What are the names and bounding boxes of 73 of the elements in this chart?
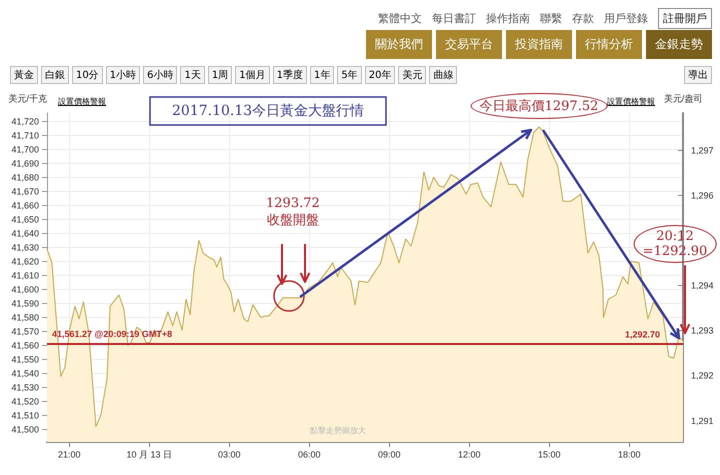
y-tick-label: 41,550 (11, 354, 39, 364)
x-tick-label: 21:00 (58, 450, 80, 460)
y-tick-label: 41,520 (11, 396, 39, 406)
y-tick-label: 41,620 (11, 256, 39, 266)
text: 行情分析 (576, 30, 642, 59)
y2-tick-label: 1,294 (691, 280, 714, 291)
y-tick-label: 41,600 (11, 284, 39, 294)
text: 操作指南 (486, 11, 530, 26)
text: 6小時 (143, 66, 178, 84)
y-tick-label: 41,510 (11, 410, 39, 420)
y-tick-label: 41,530 (11, 382, 39, 392)
text: 聯繫 (540, 11, 562, 26)
annotation: 點擊走勢圖放大 (310, 425, 366, 436)
text: 設置價格警報 (58, 96, 106, 107)
y-tick-label: 41,650 (11, 214, 39, 224)
text: 註冊開戶 (658, 8, 712, 29)
x-tick-label: 18:00 (618, 450, 640, 460)
text: 用戶登錄 (604, 11, 648, 26)
text: 導出 (684, 66, 712, 84)
x-tick-label: 09:00 (378, 450, 400, 460)
y-tick-label: 41,720 (11, 116, 39, 126)
text: 投資指南 (506, 30, 572, 59)
y-tick-label: 41,690 (11, 158, 39, 168)
y2-tick-label: 1,296 (691, 190, 714, 200)
text: 1天 (180, 66, 205, 84)
y-tick-label: 41,680 (11, 172, 39, 182)
text: 交易平台 (436, 30, 502, 59)
text: 美元 (398, 66, 426, 84)
y-tick-label: 41,540 (11, 368, 39, 378)
ref-line-label: 1,292.70 (624, 330, 660, 340)
y-tick-label: 41,610 (11, 270, 39, 280)
y2-axis-title: 美元/盎司 (664, 94, 702, 104)
text: 關於我們 (366, 30, 432, 59)
y2-tick-label: 1,291 (691, 416, 714, 426)
x-tick-label: 15:00 (538, 450, 560, 460)
text: 1個月 (235, 66, 270, 84)
y2-tick-label: 1,297 (691, 145, 714, 156)
text: 金銀走勢 (646, 30, 712, 59)
text: 5年 (337, 66, 362, 84)
text: 1周 (208, 66, 232, 84)
y-tick-label: 41,560 (11, 340, 39, 350)
x-tick-label: 03:00 (218, 450, 240, 460)
text: 1年 (310, 66, 334, 84)
y-tick-label: 41,570 (11, 326, 39, 336)
x-tick-label: 06:00 (298, 450, 320, 460)
x-tick-label: 10 月 13 日 (126, 450, 172, 460)
text: 繁體中文 (378, 11, 422, 26)
y-tick-label: 41,640 (11, 228, 39, 238)
y-axis-title: 美元/千克 (8, 94, 47, 104)
text: 曲線 (429, 66, 458, 84)
chart-title: 2017.10.13今日黃金大盤行情 (172, 103, 364, 119)
y2-tick-label: 1,292 (691, 370, 714, 381)
annotation: 今日最高價1297.52 (470, 93, 608, 119)
text: 白銀 (41, 66, 69, 84)
text: 每日書訂 (432, 11, 476, 26)
annotation: 1293.72 收盤開盤 (266, 196, 320, 229)
text: 10分 (72, 66, 103, 84)
text: 存款 (572, 11, 594, 26)
y-tick-label: 41,590 (11, 298, 39, 308)
y-tick-label: 41,710 (11, 130, 39, 140)
y-tick-label: 41,670 (11, 186, 39, 196)
text: 20年 (364, 66, 396, 84)
x-tick-label: 12:00 (458, 450, 480, 460)
text: 1小時 (106, 66, 140, 84)
text: 黃金 (10, 66, 38, 84)
y2-tick-label: 1,293 (691, 326, 714, 336)
text: 1季度 (272, 66, 307, 84)
y-tick-label: 41,700 (11, 144, 39, 154)
y-tick-label: 41,660 (11, 200, 39, 210)
y-tick-label: 41,580 (11, 312, 39, 322)
text: 設置價格警報 (607, 96, 655, 107)
y-tick-label: 41,500 (11, 424, 39, 434)
y-tick-label: 41,630 (11, 242, 39, 252)
